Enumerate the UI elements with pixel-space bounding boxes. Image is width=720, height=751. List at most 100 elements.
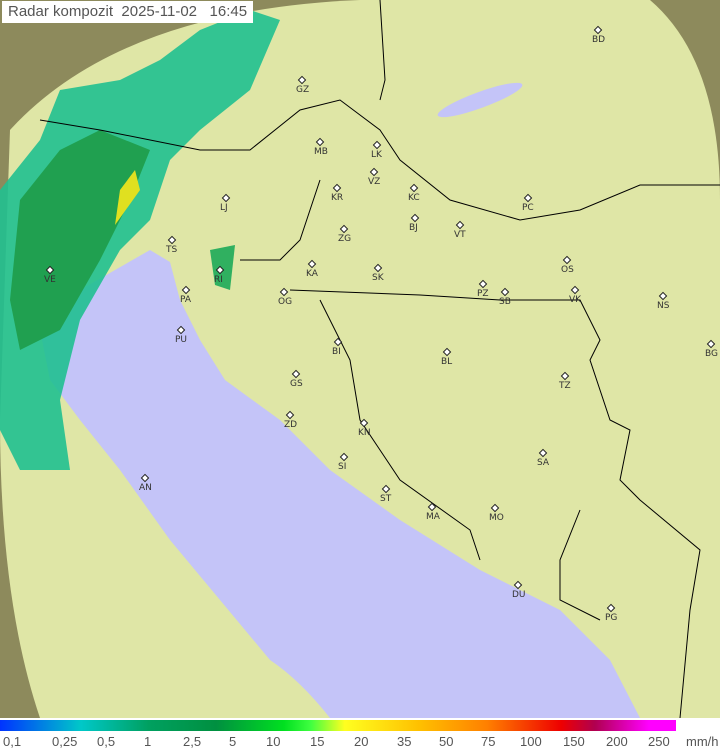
city-label: RI [214,275,223,285]
city-marker [427,502,437,512]
legend-tick: 15 [310,734,325,749]
legend-tick: 2,5 [183,734,202,749]
city-label: KA [306,269,319,279]
lake-balaton [437,82,523,118]
city-marker [478,279,488,289]
legend-tick: 5 [229,734,237,749]
city-label: SA [537,458,550,468]
city-marker [215,265,225,275]
city-marker [706,339,716,349]
city-label: VT [454,230,466,240]
city-marker [606,603,616,613]
city-label: PU [175,335,187,345]
adriatic-sea [40,250,640,718]
city-label: TZ [558,381,571,391]
city-marker [381,484,391,494]
city-label: OG [278,297,292,307]
city-marker [658,291,668,301]
city-label: MA [426,512,441,522]
legend-tick: 150 [563,734,585,749]
city-marker [297,75,307,85]
city-marker [279,287,289,297]
city-marker [45,265,55,275]
city-label: BI [332,347,341,357]
city-label: MO [489,513,504,523]
legend-unit: mm/h [686,734,719,749]
borders [39,0,720,718]
legend-color-bar [0,720,676,731]
city-marker [523,193,533,203]
legend-tick: 0,25 [52,734,78,749]
city-marker [369,167,379,177]
legend-tick: 250 [648,734,670,749]
city-marker [285,410,295,420]
title-date: 2025-11-02 [121,3,198,20]
city-label: ZD [284,420,297,430]
city-marker [410,213,420,223]
city-label: PG [605,613,617,623]
city-marker [339,452,349,462]
city-marker [442,347,452,357]
city-marker [513,580,523,590]
city-marker [500,287,510,297]
legend-tick: 75 [481,734,496,749]
city-marker [181,285,191,295]
city-marker [176,325,186,335]
city-label: DU [512,590,526,600]
radar-title: Radar kompozit 2025-11-02 16:45 [2,1,254,23]
city-marker [373,263,383,273]
city-label: KR [331,193,343,203]
title-label: Radar kompozit [8,3,114,20]
city-label: SK [372,273,385,283]
city-label: LK [371,150,383,160]
city-marker [167,235,177,245]
city-marker [593,25,603,35]
legend-tick: 100 [520,734,542,749]
city-label: VK [569,295,582,305]
city-label: LJ [220,203,228,213]
city-marker [560,371,570,381]
city-label: BJ [409,223,418,233]
legend-tick: 0,1 [3,734,22,749]
city-marker [140,473,150,483]
city-label: NS [657,301,670,311]
city-label: OS [561,265,574,275]
city-marker [455,220,465,230]
city-marker [538,448,548,458]
city-marker [570,285,580,295]
title-time: 16:45 [209,3,248,20]
city-marker [490,503,500,513]
city-label: GZ [296,85,309,95]
city-label: PC [522,203,534,213]
legend-tick: 1 [144,734,152,749]
city-marker [307,259,317,269]
city-marker [562,255,572,265]
city-label: MB [314,147,328,157]
city-marker [339,224,349,234]
city-label: BG [705,349,718,359]
city-label: TS [165,245,177,255]
city-label: BD [592,35,605,45]
city-label: VE [44,275,56,285]
city-marker [315,137,325,147]
city-marker [372,140,382,150]
radar-map[interactable]: GZ BD MB LK VZ KR KC PC LJ BJ VT ZG TS VE RI KA SK OS PA OG… [0,0,720,718]
city-label: SB [499,297,511,307]
city-marker [409,183,419,193]
legend-tick: 20 [354,734,369,749]
city-marker [291,369,301,379]
legend-tick: 200 [606,734,628,749]
city-label: ZG [338,234,351,244]
city-marker [333,337,343,347]
city-label: AN [139,483,152,493]
city-label: ST [380,494,392,504]
legend-tick: 0,5 [97,734,116,749]
city-label: SI [338,462,346,472]
legend-tick: 10 [266,734,281,749]
legend-tick: 50 [439,734,454,749]
legend-tick: 35 [397,734,412,749]
city-label: KC [408,193,420,203]
city-marker [332,183,342,193]
city-label: PA [180,295,192,305]
city-label: PZ [477,289,489,299]
